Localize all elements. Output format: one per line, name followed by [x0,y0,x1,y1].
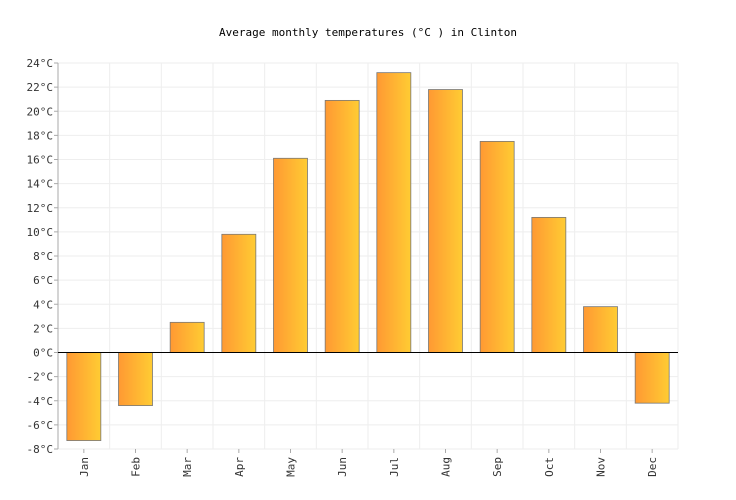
x-tick-label: Aug [440,457,453,477]
chart-title: Average monthly temperatures (°C ) in Cl… [219,26,517,39]
y-tick-label: 20°C [27,105,54,118]
bar-jun [324,99,360,353]
y-tick-label: 18°C [27,129,54,142]
bar-may [273,157,308,353]
y-tick-label: 12°C [27,202,54,215]
y-tick-label: 14°C [27,178,54,191]
y-tick-label: 4°C [33,298,53,311]
y-ticks: -8°C -6°C -4°C -2°C 0°C 2°C 4°C 6°C 8°C 10°C 12°C 1… [27,57,54,456]
y-tick-label: -6°C [27,419,54,432]
y-tick-label: 8°C [33,250,53,263]
bar-mar [169,321,205,353]
x-tick-label: Feb [130,457,143,477]
x-tick-label: Sep [491,457,504,477]
x-tick-label: Jan [78,457,91,477]
y-tick-label: 22°C [27,81,54,94]
bar-sep [479,141,515,353]
y-tick-label: 2°C [33,322,53,335]
x-tick-label: Jul [388,457,401,477]
x-tick-label: Apr [233,457,246,477]
bar-feb [118,352,153,406]
y-tick-label: 24°C [27,57,54,70]
x-tick-label: Nov [595,457,608,477]
bar-jan [66,352,102,441]
bar-nov [583,306,618,353]
bars [66,72,670,441]
y-tick-label: 0°C [33,347,53,360]
bar-oct [531,216,567,353]
bar-apr [221,233,257,353]
bar-aug [428,89,463,353]
y-tick-label: -8°C [27,443,54,456]
x-tick-label: May [285,457,298,477]
y-tick-label: -2°C [27,371,54,384]
x-tick-label: Jun [336,457,349,477]
x-tick-label: Mar [181,457,194,477]
y-tick-label: 6°C [33,274,53,287]
x-ticks: Jan Feb Mar Apr May Jun Jul Aug Sep Oct Nov Dec [78,457,659,477]
axes [54,62,678,453]
x-tick-label: Oct [543,457,556,477]
y-tick-label: -4°C [27,395,54,408]
x-tick-label: Dec [646,457,659,477]
y-tick-label: 16°C [27,154,54,167]
y-tick-label: 10°C [27,226,54,239]
bar-jul [376,72,412,353]
bar-dec [634,352,670,404]
